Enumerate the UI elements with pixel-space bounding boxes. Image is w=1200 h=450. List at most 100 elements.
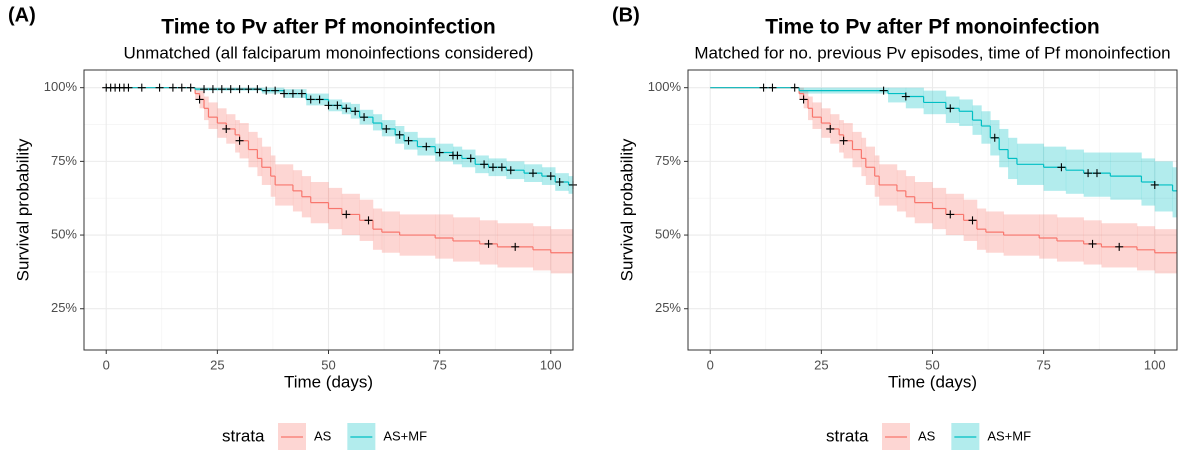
confidence-band (945, 96, 960, 124)
confidence-band (1172, 167, 1178, 218)
censor-mark (506, 166, 515, 175)
censor-mark (253, 85, 262, 94)
censor-mark (271, 86, 280, 95)
censor-mark (364, 216, 373, 225)
censor-mark (395, 130, 404, 139)
censor-mark (306, 95, 315, 104)
x-tick-label: 100 (540, 357, 562, 372)
censor-mark (177, 83, 186, 92)
censor-mark (288, 89, 297, 98)
confidence-band (865, 146, 876, 185)
x-tick-label: 25 (210, 357, 224, 372)
censor-mark (155, 83, 164, 92)
censor-mark (968, 216, 977, 225)
censor-mark (1092, 169, 1101, 178)
censor-mark (280, 89, 289, 98)
y-tick-label: 25% (655, 300, 681, 315)
y-tick-label: 100% (44, 79, 78, 94)
censor-mark (422, 142, 431, 151)
censor-mark (946, 104, 955, 113)
confidence-band (1154, 161, 1173, 212)
censor-mark (342, 210, 351, 219)
x-tick-label: 25 (814, 357, 828, 372)
chart-subtitle: Unmatched (all falciparum monoinfections… (123, 43, 533, 62)
censor-mark (262, 86, 271, 95)
confidence-band (1043, 146, 1067, 191)
confidence-band (1154, 229, 1178, 274)
censor-mark (879, 86, 888, 95)
censor-mark (990, 133, 999, 142)
censor-mark (799, 95, 808, 104)
censor-mark (235, 85, 244, 94)
confidence-band (1039, 214, 1058, 259)
censor-mark (790, 83, 799, 92)
censor-mark (333, 101, 342, 110)
censor-mark (360, 113, 369, 122)
confidence-band (208, 102, 218, 129)
censor-mark (546, 172, 555, 181)
confidence-band (1065, 149, 1084, 194)
legend-label: AS+MF (383, 428, 427, 443)
confidence-band (1056, 217, 1084, 262)
x-tick-label: 50 (321, 357, 335, 372)
censor-mark (839, 136, 848, 145)
confidence-band (812, 102, 822, 129)
censor-mark (244, 85, 253, 94)
censor-mark (315, 95, 324, 104)
y-tick-label: 50% (51, 226, 77, 241)
censor-mark (826, 124, 835, 133)
y-tick-label: 75% (655, 153, 681, 168)
censor-mark (324, 101, 333, 110)
panel-label: (B) (612, 4, 640, 26)
chart-subtitle: Matched for no. previous Pv episodes, ti… (694, 43, 1170, 62)
censor-mark (768, 83, 777, 92)
censor-mark (497, 163, 506, 172)
censor-mark (208, 85, 217, 94)
chart-title: Time to Pv after Pf monoinfection (161, 16, 495, 39)
plot-border (687, 69, 1178, 351)
x-tick-label: 100 (1144, 357, 1166, 372)
censor-mark (137, 83, 146, 92)
chart-title: Time to Pv after Pf monoinfection (765, 16, 1099, 39)
confidence-band (981, 111, 991, 144)
y-tick-label: 25% (51, 300, 77, 315)
plot-border (83, 69, 574, 351)
censor-mark (124, 83, 133, 92)
censor-mark (217, 85, 226, 94)
censor-mark (488, 163, 497, 172)
censor-mark (555, 178, 564, 186)
censor-mark (528, 169, 537, 178)
x-tick-label: 75 (1036, 357, 1050, 372)
censor-mark (222, 124, 231, 133)
panel-label: (A) (8, 4, 36, 26)
confidence-band (235, 120, 240, 153)
confidence-band (959, 99, 973, 126)
censor-mark (901, 92, 910, 101)
censor-mark (186, 83, 195, 92)
x-tick-label: 75 (432, 357, 446, 372)
confidence-band (839, 120, 844, 153)
y-tick-label: 75% (51, 153, 77, 168)
y-axis-label: Survival probability (617, 138, 636, 281)
censor-mark (235, 136, 244, 145)
censor-mark (511, 242, 520, 251)
censor-mark (453, 151, 462, 160)
confidence-band (861, 137, 867, 177)
confidence-band (435, 214, 454, 259)
confidence-band (1136, 226, 1156, 271)
censor-mark (435, 148, 444, 157)
panel: (B) Time to Pv after Pf monoinfection Matc… (612, 4, 1178, 450)
censor-mark (1088, 239, 1097, 248)
censor-mark (404, 136, 413, 145)
legend-title: strata (222, 426, 265, 445)
censor-mark (200, 85, 209, 94)
censor-mark (1150, 180, 1159, 189)
censor-mark (466, 154, 475, 163)
censor-mark (1057, 163, 1066, 172)
censor-mark (382, 124, 391, 133)
censor-mark (226, 85, 235, 94)
censor-mark (351, 107, 360, 116)
y-tick-label: 50% (655, 226, 681, 241)
censor-mark (297, 89, 306, 98)
